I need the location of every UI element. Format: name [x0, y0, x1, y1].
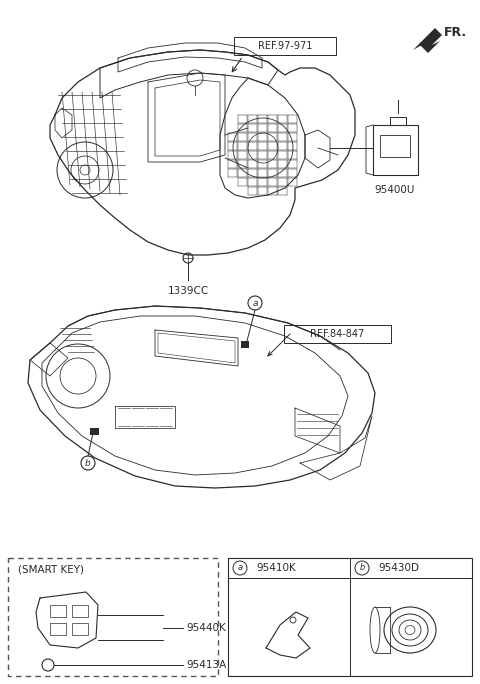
- Bar: [50, 605, 66, 617]
- Text: 95440K: 95440K: [186, 623, 226, 633]
- Bar: [72, 623, 88, 635]
- Text: REF.97-971: REF.97-971: [258, 41, 312, 51]
- Text: FR.: FR.: [444, 25, 467, 38]
- Text: REF.84-847: REF.84-847: [310, 329, 364, 339]
- Text: 95413A: 95413A: [186, 660, 226, 670]
- Polygon shape: [241, 341, 249, 348]
- Text: 95400U: 95400U: [375, 185, 415, 195]
- Polygon shape: [90, 428, 99, 435]
- Bar: [50, 623, 66, 635]
- FancyBboxPatch shape: [284, 325, 391, 343]
- Text: 95410K: 95410K: [256, 563, 296, 573]
- Text: (SMART KEY): (SMART KEY): [18, 565, 84, 575]
- Bar: [72, 605, 88, 617]
- Polygon shape: [413, 28, 442, 53]
- Bar: [380, 135, 410, 157]
- Text: a: a: [238, 564, 242, 573]
- Bar: [228, 558, 472, 676]
- Text: b: b: [85, 458, 91, 467]
- FancyBboxPatch shape: [234, 37, 336, 55]
- Text: a: a: [252, 298, 258, 308]
- Text: 1339CC: 1339CC: [168, 286, 209, 296]
- Text: b: b: [360, 564, 365, 573]
- Text: 95430D: 95430D: [378, 563, 419, 573]
